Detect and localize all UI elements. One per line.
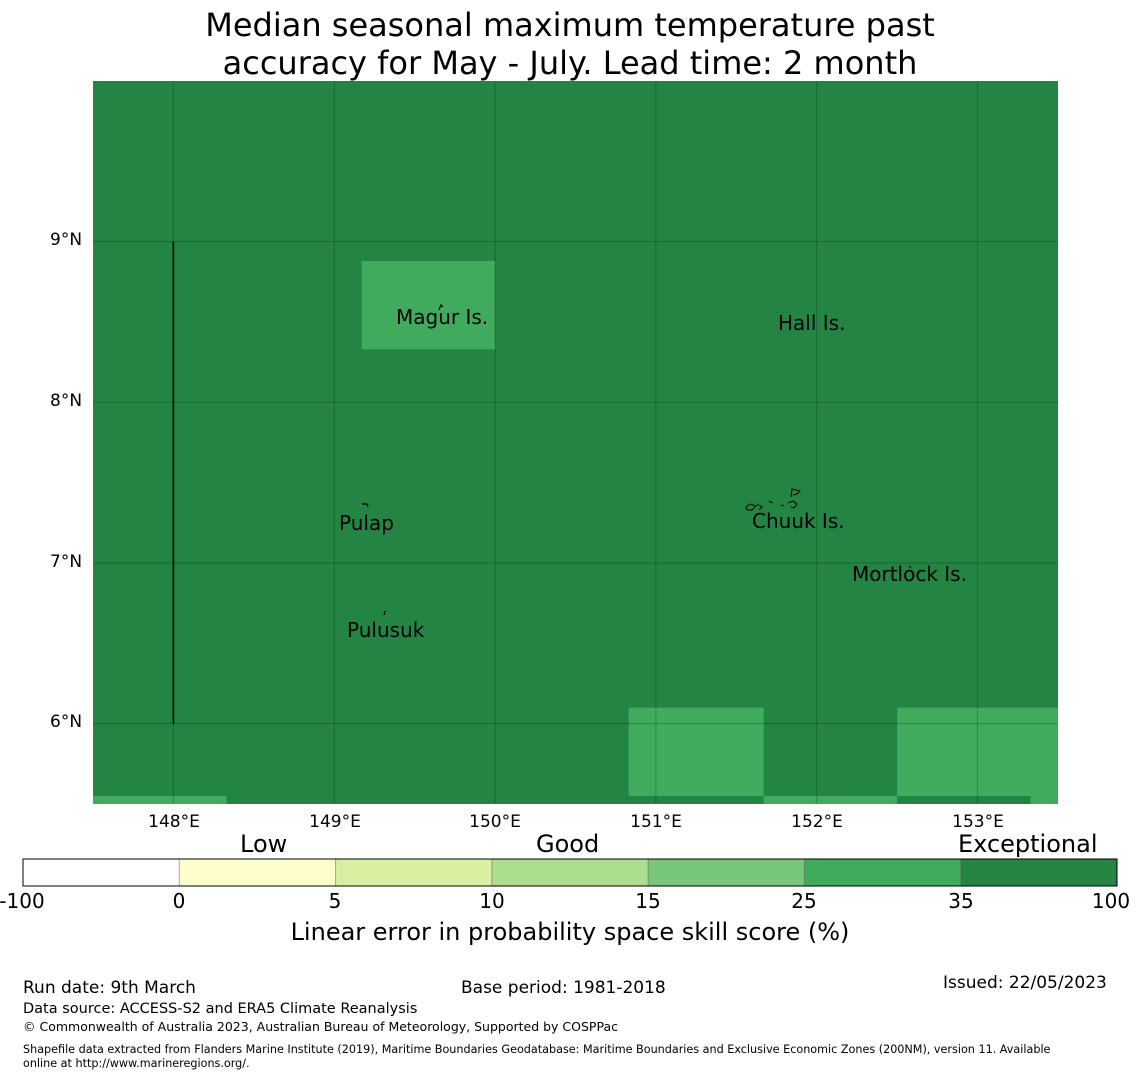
base-period: Base period: 1981-2018	[461, 978, 666, 998]
skill-cell	[897, 707, 1058, 796]
chuuk-island-outline	[790, 488, 801, 498]
lon-label-152e: 152°E	[791, 812, 843, 832]
skill-cell	[628, 707, 764, 796]
colorbar-segment	[335, 859, 492, 886]
chuuk-island-outline	[768, 500, 774, 504]
skill-cell	[763, 795, 898, 804]
colorbar-tick: -100	[0, 889, 45, 913]
pulap-island-outline	[362, 503, 369, 508]
chuuk-island-outline	[756, 503, 763, 511]
skill-cell	[1030, 795, 1058, 804]
lon-label-151e: 151°E	[630, 812, 682, 832]
title-line-1: Median seasonal maximum temperature past	[205, 6, 935, 44]
chuuk-island-outline	[745, 503, 757, 511]
colorbar-tick: 10	[479, 889, 505, 913]
category-label-low: Low	[240, 830, 288, 858]
issued-date: Issued: 22/05/2023	[943, 973, 1107, 993]
shapefile-credit-line-2: online at http://www.marineregions.org/.	[23, 1057, 250, 1070]
skill-cell	[93, 795, 227, 804]
colorbar-segment	[179, 859, 336, 886]
lon-label-149e: 149°E	[309, 812, 361, 832]
place-label-chuuk: Chuuk Is.	[752, 509, 845, 533]
place-label-magur: Magur Is.	[396, 305, 489, 329]
magur-island-outline	[438, 303, 444, 311]
place-label-pulusuk: Pulusuk	[347, 618, 425, 642]
colorbar-tick: 100	[1091, 889, 1131, 913]
category-label-good: Good	[536, 830, 600, 858]
title-line-2: accuracy for May - July. Lead time: 2 mo…	[222, 44, 918, 82]
chart-title: Median seasonal maximum temperature past…	[0, 6, 1140, 82]
lat-label-6n: 6°N	[50, 712, 83, 732]
place-label-pulap: Pulap	[339, 511, 394, 535]
colorbar-segment	[960, 859, 1117, 886]
colorbar-tick: 25	[791, 889, 817, 913]
mortlock-island-outline	[908, 565, 912, 569]
place-label-mortlock: Mortlock Is.	[852, 562, 967, 586]
lat-label-9n: 9°N	[50, 230, 83, 250]
lat-label-7n: 7°N	[50, 552, 83, 572]
run-date: Run date: 9th March	[23, 978, 196, 998]
pulusuk-island-outline	[383, 610, 386, 616]
lon-label-153e: 153°E	[952, 812, 1004, 832]
colorbar-segment	[804, 859, 961, 886]
colorbar-segment	[491, 859, 649, 886]
colorbar-frame	[22, 858, 1118, 887]
colorbar-tick: 0	[172, 889, 186, 913]
lon-label-148e: 148°E	[148, 812, 200, 832]
skill-cell	[361, 260, 496, 350]
copyright: © Commonwealth of Australia 2023, Austra…	[23, 1019, 618, 1034]
map-field-background	[93, 81, 1058, 804]
lat-label-8n: 8°N	[50, 391, 83, 411]
colorbar-tick: 15	[635, 889, 661, 913]
colorbar-segment	[23, 859, 180, 886]
colorbar-tick: 5	[328, 889, 342, 913]
colorbar-tick: 35	[948, 889, 974, 913]
shapefile-credit-line-1: Shapefile data extracted from Flanders M…	[23, 1043, 1051, 1056]
category-label-exceptional: Exceptional	[958, 830, 1098, 858]
place-label-hall: Hall Is.	[778, 311, 846, 335]
lon-label-150e: 150°E	[469, 812, 521, 832]
chuuk-island-outline	[780, 500, 798, 509]
colorbar-title: Linear error in probability space skill …	[290, 918, 850, 946]
data-source: Data source: ACCESS-S2 and ERA5 Climate …	[23, 1001, 418, 1017]
colorbar-segment	[648, 859, 805, 886]
